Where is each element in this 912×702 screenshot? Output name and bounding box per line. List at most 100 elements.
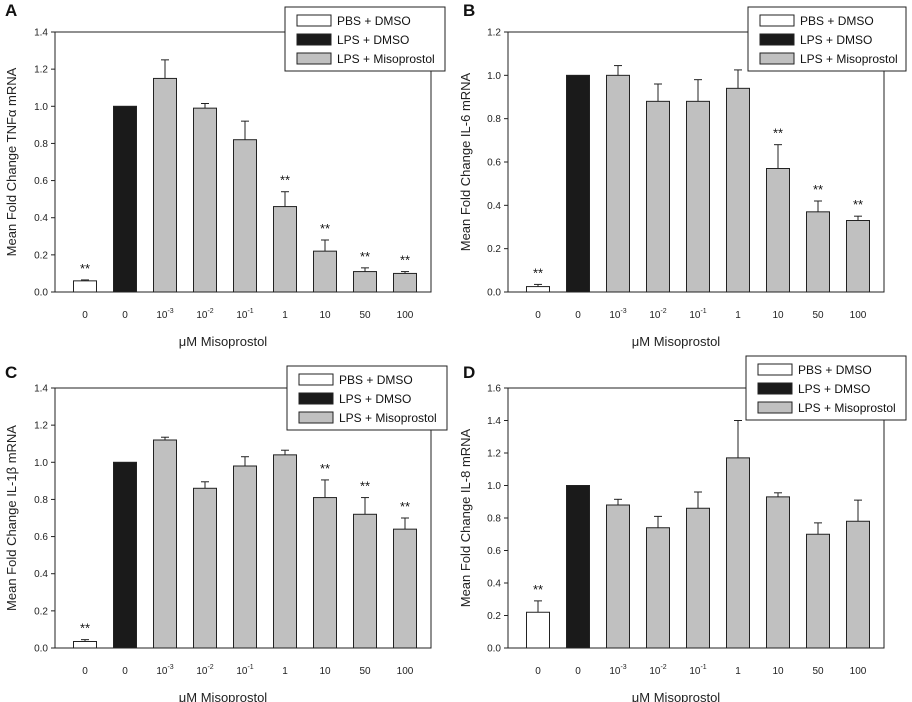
legend-swatch (296, 14, 332, 27)
y-tick-label: 0.8 (34, 139, 48, 150)
x-tick-label: 10 (319, 666, 331, 677)
bar (193, 487, 217, 649)
x-tick-label: 0 (575, 310, 581, 321)
y-tick-label: 1.2 (487, 28, 501, 39)
y-tick-label: 0.8 (34, 495, 48, 506)
y-axis-label: Mean Fold Change IL-8 mRNA (458, 428, 473, 607)
x-tick-label: 100 (850, 310, 867, 321)
y-tick-label: 1.2 (34, 421, 48, 432)
significance-marker: ** (400, 253, 410, 268)
y-tick-label: 1.0 (487, 481, 501, 492)
bar (766, 168, 790, 293)
x-axis-label: μM Misoprostol (632, 690, 721, 702)
significance-marker: ** (813, 182, 823, 197)
y-tick-label: 1.4 (34, 28, 48, 39)
legend-swatch (298, 411, 334, 424)
y-tick-label: 0.0 (487, 644, 501, 655)
significance-marker: ** (400, 499, 410, 514)
bar (606, 504, 630, 649)
panel-label: C (5, 363, 17, 382)
bar (273, 206, 297, 293)
x-tick-label: 100 (397, 310, 414, 321)
y-tick-label: 0.2 (487, 611, 501, 622)
legend-label: LPS + Misoprostol (800, 52, 898, 66)
y-tick-label: 0.4 (34, 569, 48, 580)
legend-swatch (759, 52, 795, 65)
bar (73, 280, 97, 293)
bar (606, 74, 630, 293)
legend-label: PBS + DMSO (339, 373, 413, 387)
bar (526, 286, 550, 293)
legend-swatch (757, 401, 793, 414)
legend-label: LPS + Misoprostol (798, 401, 896, 415)
panel-c: C 0.0 0.2 0.4 0.6 0.8 1.0 1.2 1.4 Mean Fold Chang… (4, 363, 448, 702)
y-tick-label: 0.6 (487, 546, 501, 557)
x-tick-label: 1 (735, 310, 741, 321)
y-tick-label: 1.0 (34, 458, 48, 469)
bar (153, 439, 177, 649)
x-axis-label: μM Misoprostol (632, 334, 721, 349)
significance-marker: ** (80, 261, 90, 276)
bar (566, 74, 590, 293)
legend-swatch (296, 52, 332, 65)
panel-a: A 0.0 0.2 0.4 0.6 0.8 1.0 1.2 1.4 Mean Fold Chang… (4, 1, 446, 349)
significance-marker: ** (533, 265, 543, 280)
x-tick-label: 10-2 (649, 308, 666, 321)
legend-swatch (296, 33, 332, 46)
x-tick-label: 10-2 (196, 308, 213, 321)
x-tick-label: 10-3 (156, 664, 173, 677)
legend: PBS + DMSO LPS + DMSO LPS + Misoprostol (286, 365, 448, 431)
x-tick-label: 50 (812, 310, 824, 321)
x-tick-label: 10-3 (156, 308, 173, 321)
x-tick-label: 0 (82, 310, 88, 321)
bar (313, 497, 337, 649)
significance-marker: ** (80, 621, 90, 636)
bar (846, 220, 870, 293)
bar (846, 520, 870, 649)
x-tick-label: 100 (850, 666, 867, 677)
x-axis-label: μM Misoprostol (179, 690, 268, 702)
x-tick-label: 10-1 (689, 664, 706, 677)
x-tick-label: 10-1 (236, 664, 253, 677)
y-tick-label: 0.4 (34, 213, 48, 224)
legend-label: LPS + Misoprostol (339, 411, 437, 425)
legend: PBS + DMSO LPS + DMSO LPS + Misoprostol (284, 6, 446, 72)
x-tick-label: 10-2 (649, 664, 666, 677)
bar (806, 533, 830, 649)
panel-b: B 0.0 0.2 0.4 0.6 0.8 1.0 1.2 Mean Fold Change I… (458, 1, 907, 349)
bar (646, 527, 670, 649)
legend-swatch (298, 392, 334, 405)
x-tick-label: 0 (535, 310, 541, 321)
legend: PBS + DMSO LPS + DMSO LPS + Misoprostol (745, 355, 907, 421)
y-tick-label: 1.0 (487, 71, 501, 82)
legend-swatch (759, 14, 795, 27)
y-tick-label: 0.6 (34, 176, 48, 187)
y-tick-label: 1.4 (34, 384, 48, 395)
bar (353, 271, 377, 293)
x-tick-label: 50 (359, 666, 371, 677)
y-tick-label: 1.2 (487, 449, 501, 460)
bar (73, 641, 97, 649)
bar (806, 211, 830, 293)
legend-label: LPS + Misoprostol (337, 52, 435, 66)
significance-marker: ** (280, 173, 290, 188)
x-tick-label: 1 (282, 666, 288, 677)
panel-d: D 0.0 0.2 0.4 0.6 0.8 1.0 1.2 1.4 1.6 Mean Fold Ch… (458, 355, 907, 702)
bar (393, 272, 417, 293)
y-tick-label: 0.8 (487, 514, 501, 525)
legend-label: PBS + DMSO (798, 363, 872, 377)
y-axis-label: Mean Fold Change IL-6 mRNA (458, 72, 473, 251)
significance-marker: ** (320, 461, 330, 476)
bar (646, 100, 670, 293)
legend-swatch (757, 382, 793, 395)
y-tick-label: 0.2 (34, 250, 48, 261)
bar (153, 77, 177, 293)
panel-label: D (463, 363, 475, 382)
bar (233, 465, 257, 649)
significance-marker: ** (320, 221, 330, 236)
legend-label: LPS + DMSO (337, 33, 409, 47)
legend: PBS + DMSO LPS + DMSO LPS + Misoprostol (747, 6, 907, 72)
bar (193, 107, 217, 293)
x-tick-label: 10-3 (609, 308, 626, 321)
x-tick-label: 1 (282, 310, 288, 321)
